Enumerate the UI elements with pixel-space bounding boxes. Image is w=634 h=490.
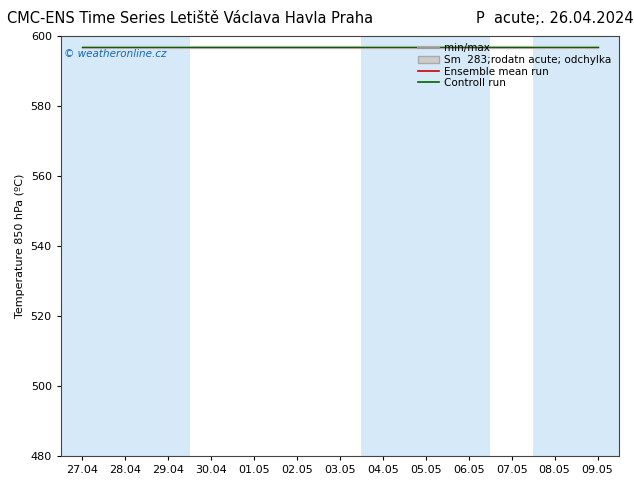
Bar: [361, 36, 490, 456]
Text: CMC-ENS Time Series Letiště Václava Havla Praha: CMC-ENS Time Series Letiště Václava Havl…: [7, 11, 373, 26]
Text: P  acute;. 26.04.2024 18 UTC: P acute;. 26.04.2024 18 UTC: [476, 11, 634, 26]
Bar: [533, 36, 619, 456]
Y-axis label: Temperature 850 hPa (ºC): Temperature 850 hPa (ºC): [15, 174, 25, 318]
Legend: min/max, Sm  283;rodatn acute; odchylka, Ensemble mean run, Controll run: min/max, Sm 283;rodatn acute; odchylka, …: [417, 41, 614, 90]
Text: © weatheronline.cz: © weatheronline.cz: [63, 49, 166, 59]
Bar: [146, 36, 190, 456]
Bar: [61, 36, 146, 456]
